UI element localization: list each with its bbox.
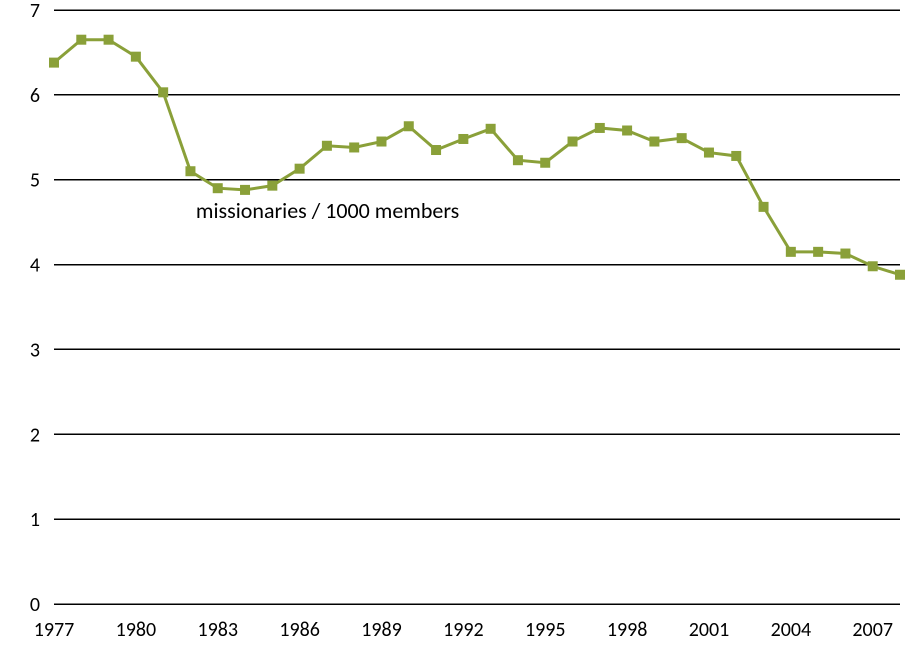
data-marker	[814, 247, 823, 256]
y-tick-label: 7	[30, 0, 40, 23]
data-marker	[186, 167, 195, 176]
data-marker	[322, 141, 331, 150]
data-marker	[377, 137, 386, 146]
data-marker	[786, 247, 795, 256]
data-marker	[131, 52, 140, 61]
data-marker	[896, 270, 905, 279]
data-marker	[623, 126, 632, 135]
chart-container: 0 1 2 3 4 5 6 7 1977 1980 1983 1986 1989 1992 1995 1998…	[0, 0, 912, 662]
x-tick-label: 2001	[689, 618, 730, 642]
data-marker	[759, 202, 768, 211]
x-tick-label: 1986	[279, 618, 320, 642]
x-tick-label: 1992	[443, 618, 484, 642]
data-marker	[704, 148, 713, 157]
data-marker	[77, 35, 86, 44]
y-tick-label: 6	[30, 84, 40, 108]
data-marker	[159, 88, 168, 97]
data-marker	[213, 184, 222, 193]
x-tick-label: 1989	[361, 618, 402, 642]
line-chart: 0 1 2 3 4 5 6 7 1977 1980 1983 1986 1989 1992 1995 1998…	[0, 0, 912, 662]
x-tick-label: 2007	[852, 618, 893, 642]
plot-background	[0, 0, 912, 662]
data-marker	[104, 35, 113, 44]
data-marker	[841, 249, 850, 258]
data-marker	[568, 137, 577, 146]
x-tick-label: 1983	[197, 618, 238, 642]
data-marker	[486, 124, 495, 133]
data-marker	[241, 185, 250, 194]
data-marker	[541, 158, 550, 167]
data-marker	[295, 164, 304, 173]
data-marker	[677, 134, 686, 143]
data-marker	[868, 262, 877, 271]
y-tick-label: 1	[30, 508, 40, 532]
data-marker	[513, 156, 522, 165]
x-tick-label: 2004	[771, 618, 812, 642]
x-tick-label: 1977	[34, 618, 75, 642]
data-marker	[50, 58, 59, 67]
y-tick-label: 4	[30, 254, 40, 278]
x-tick-label: 1980	[116, 618, 157, 642]
y-tick-label: 2	[30, 423, 40, 447]
data-marker	[732, 151, 741, 160]
data-marker	[650, 137, 659, 146]
data-marker	[432, 146, 441, 155]
y-tick-label: 5	[30, 169, 40, 193]
data-marker	[595, 123, 604, 132]
series-annotation: missionaries / 1000 members	[196, 197, 459, 224]
y-tick-label: 0	[30, 593, 40, 617]
x-tick-label: 1995	[525, 618, 566, 642]
data-marker	[404, 122, 413, 131]
data-marker	[350, 143, 359, 152]
data-marker	[459, 134, 468, 143]
data-marker	[268, 181, 277, 190]
y-tick-label: 3	[30, 338, 40, 362]
x-tick-label: 1998	[607, 618, 648, 642]
